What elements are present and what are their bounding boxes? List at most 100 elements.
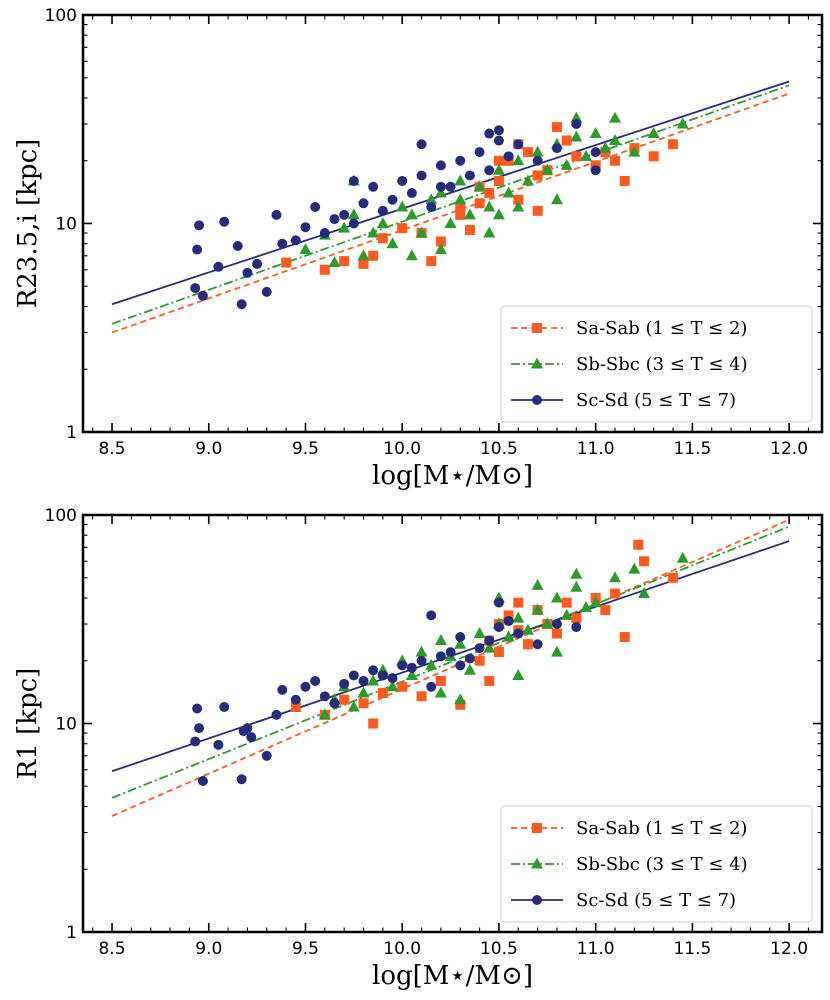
data-point-sa xyxy=(368,718,379,729)
data-point-sb xyxy=(512,611,525,623)
data-point-sc xyxy=(455,155,466,166)
data-point-sb xyxy=(434,686,447,698)
data-point-sc xyxy=(310,201,321,212)
x-axis-label: log[M⋆/M⊙] xyxy=(372,461,533,491)
legend-label-sb: Sb-Sbc (3 ≤ T ≤ 4) xyxy=(576,854,748,875)
x-tick-label: 11.5 xyxy=(673,939,711,959)
data-point-sb xyxy=(550,645,563,657)
data-point-sc xyxy=(213,739,224,750)
data-point-sa xyxy=(648,151,659,162)
data-point-sc xyxy=(190,736,201,747)
y-tick-label: 1 xyxy=(66,423,77,443)
data-point-sc xyxy=(435,181,446,192)
data-point-sb xyxy=(357,249,370,261)
data-point-sc xyxy=(532,155,543,166)
plot-area xyxy=(111,518,790,817)
data-point-sa xyxy=(551,628,562,639)
data-point-sa xyxy=(513,194,524,205)
data-point-sc xyxy=(416,139,427,150)
data-point-sb xyxy=(599,141,612,153)
data-point-sc xyxy=(474,643,485,654)
data-point-sc xyxy=(219,701,230,712)
data-point-sa xyxy=(639,556,650,567)
data-point-sb xyxy=(502,186,515,198)
legend-marker-sc xyxy=(532,895,542,905)
data-point-sc xyxy=(503,151,514,162)
data-point-sb xyxy=(676,551,689,563)
data-point-sb xyxy=(512,200,525,212)
data-point-sa xyxy=(290,701,301,712)
data-point-sb xyxy=(579,601,592,613)
data-point-sb xyxy=(376,217,389,228)
data-point-sb xyxy=(415,226,428,238)
data-point-sb xyxy=(589,596,602,608)
data-point-sc xyxy=(194,723,205,734)
data-point-sb xyxy=(454,693,467,705)
data-point-sc xyxy=(455,631,466,642)
fit-line-sb xyxy=(111,84,790,325)
data-point-sc xyxy=(455,660,466,671)
y-axis-label: R23.5,i [kpc] xyxy=(13,139,43,309)
data-point-sc xyxy=(236,774,247,785)
data-point-sc xyxy=(261,750,272,761)
data-point-sc xyxy=(503,616,514,627)
data-point-sa xyxy=(571,151,582,162)
data-point-sb xyxy=(454,193,467,205)
data-point-sb xyxy=(386,237,399,249)
data-point-sa xyxy=(397,681,408,692)
data-point-sc xyxy=(426,610,437,621)
x-tick-label: 10.0 xyxy=(383,939,421,959)
data-point-sb xyxy=(357,686,370,698)
data-point-sb xyxy=(318,708,331,720)
data-point-sa xyxy=(619,175,630,186)
data-point-sc xyxy=(197,290,208,301)
legend: Sa-Sab (1 ≤ T ≤ 2) Sb-Sbc (3 ≤ T ≤ 4) Sc-S… xyxy=(500,805,813,923)
data-point-sa xyxy=(358,258,369,269)
legend-marker-sa xyxy=(532,823,542,833)
plot-area xyxy=(111,80,790,334)
data-point-sc xyxy=(513,139,524,150)
data-point-sb xyxy=(521,174,534,186)
data-point-sb xyxy=(570,567,583,579)
data-point-sb xyxy=(425,658,438,670)
x-tick-label: 10.5 xyxy=(480,939,518,959)
data-point-sb xyxy=(579,149,592,161)
legend-marker-sb xyxy=(531,357,543,369)
data-point-sb xyxy=(560,608,573,620)
data-point-sb xyxy=(628,145,641,157)
data-point-sb xyxy=(463,663,476,675)
data-point-sa xyxy=(633,539,644,550)
data-point-sb xyxy=(492,163,505,175)
x-tick-label: 12.0 xyxy=(770,939,808,959)
legend-label-sb: Sb-Sbc (3 ≤ T ≤ 4) xyxy=(576,354,748,375)
data-point-sb xyxy=(609,111,622,123)
data-point-sb xyxy=(444,217,457,228)
x-tick-label: 8.5 xyxy=(98,439,125,459)
data-point-sc xyxy=(192,703,203,714)
data-point-sa xyxy=(377,688,388,699)
x-tick-label: 9.0 xyxy=(195,939,222,959)
data-point-sa xyxy=(368,250,379,261)
x-tick-label: 9.5 xyxy=(292,939,319,959)
data-point-sc xyxy=(319,691,330,702)
data-point-sc xyxy=(232,240,243,251)
data-point-sb xyxy=(347,208,360,220)
data-point-sa xyxy=(484,675,495,686)
data-point-sc xyxy=(192,244,203,255)
data-point-sc xyxy=(339,209,350,220)
data-point-sc xyxy=(300,222,311,233)
x-tick-label: 10.5 xyxy=(480,439,518,459)
data-point-sb xyxy=(483,226,496,238)
data-point-sc xyxy=(261,286,272,297)
data-point-sa xyxy=(435,236,446,247)
data-point-sb xyxy=(512,668,525,680)
data-point-sc xyxy=(197,775,208,786)
data-point-sc xyxy=(271,709,282,720)
x-tick-label: 10.0 xyxy=(383,439,421,459)
data-point-sc xyxy=(339,678,350,689)
data-point-sb xyxy=(299,243,312,255)
fit-line-sb xyxy=(111,525,790,799)
data-point-sc xyxy=(377,205,388,216)
data-point-sa xyxy=(426,256,437,267)
data-point-sc xyxy=(377,670,388,681)
